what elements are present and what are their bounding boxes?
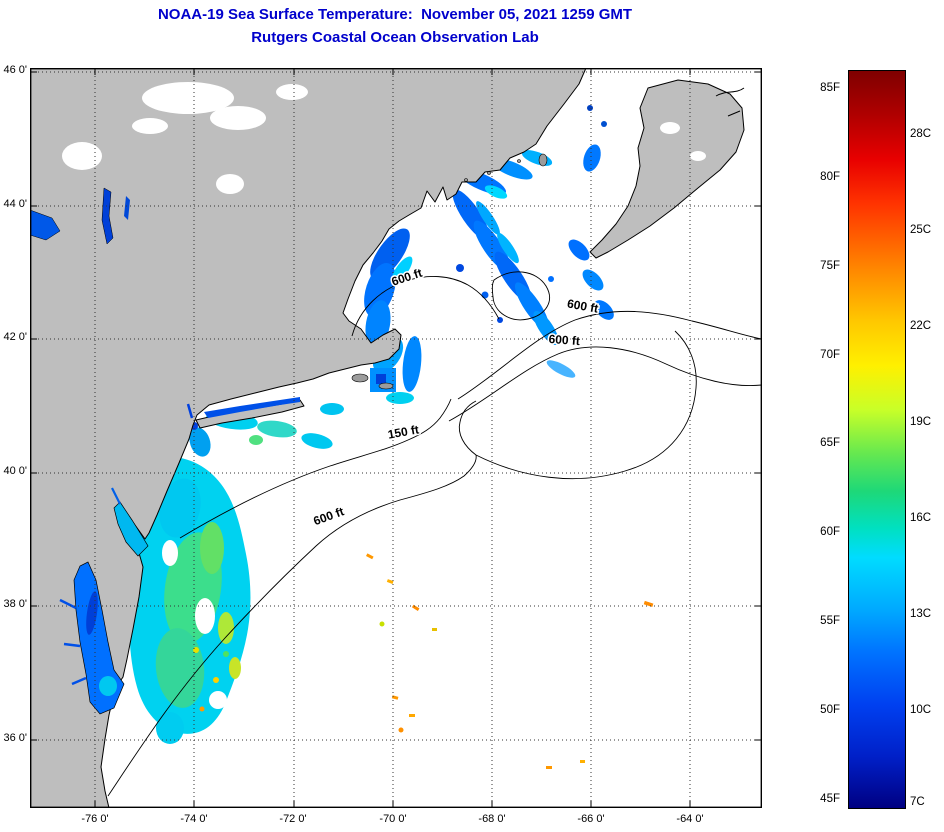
- bays-and-lakes: [30, 187, 300, 715]
- x-tick-74: -74 0': [180, 813, 208, 825]
- x-tick-70: -70 0': [379, 813, 407, 825]
- cbar-f-85: 85F: [820, 82, 840, 94]
- x-tick-66: -66 0': [577, 813, 605, 825]
- cbar-c-13: 13C: [910, 608, 932, 620]
- x-tick-72: -72 0': [279, 813, 307, 825]
- sst-map: 600 ft 600 ft 600 ft 150 ft 600 ft: [30, 68, 762, 808]
- cbar-c-28: 28C: [910, 128, 932, 140]
- cbar-c-22: 22C: [910, 320, 932, 332]
- grand-manan: [538, 153, 548, 167]
- cbar-f-50: 50F: [820, 704, 840, 716]
- cbar-f-55: 55F: [820, 615, 840, 627]
- graticule: [30, 68, 762, 808]
- map-frame: [30, 68, 762, 808]
- cbar-f-45: 45F: [820, 793, 840, 805]
- y-tick-36: 36 0': [3, 732, 27, 744]
- map-title: NOAA-19 Sea Surface Temperature: Novembe…: [157, 6, 633, 23]
- cbar-c-16: 16C: [910, 512, 932, 524]
- y-tick-42: 42 0': [3, 331, 27, 343]
- contour-labels: 600 ft 600 ft 600 ft 150 ft 600 ft: [310, 264, 601, 529]
- delaware-bay: [113, 501, 149, 557]
- cbar-c-7: 7C: [910, 796, 925, 808]
- marthas-vineyard: [351, 373, 369, 383]
- contour-label-600ft-channel-lower: 600 ft: [548, 332, 580, 348]
- map-subtitle: Rutgers Coastal Ocean Observation Lab: [251, 29, 539, 46]
- cbar-c-10: 10C: [910, 704, 932, 716]
- mainland-coast: [30, 68, 587, 808]
- x-tick-68: -68 0': [478, 813, 506, 825]
- nova-scotia: [589, 79, 745, 259]
- x-tick-76: -76 0': [81, 813, 109, 825]
- title-block: NOAA-19 Sea Surface Temperature: Novembe…: [0, 6, 790, 46]
- cloud-patches: [62, 82, 745, 194]
- y-tick-44: 44 0': [3, 198, 27, 210]
- cbar-f-75: 75F: [820, 260, 840, 272]
- cbar-f-80: 80F: [820, 171, 840, 183]
- cbar-f-65: 65F: [820, 437, 840, 449]
- colorbar-gradient: [848, 70, 906, 809]
- chesapeake-bay: [73, 561, 125, 715]
- depth-contours: [107, 271, 762, 797]
- land-masses: [30, 68, 745, 808]
- long-island-sound: [204, 397, 300, 418]
- cbar-c-19: 19C: [910, 416, 932, 428]
- nantucket: [378, 382, 394, 390]
- cbar-f-70: 70F: [820, 349, 840, 361]
- y-tick-38: 38 0': [3, 598, 27, 610]
- lake-champlain: [101, 187, 114, 245]
- y-tick-40: 40 0': [3, 465, 27, 477]
- x-tick-64: -64 0': [676, 813, 704, 825]
- cbar-c-25: 25C: [910, 224, 932, 236]
- lake-ontario-edge: [30, 209, 61, 241]
- y-tick-46: 46 0': [3, 64, 27, 76]
- cbar-f-60: 60F: [820, 526, 840, 538]
